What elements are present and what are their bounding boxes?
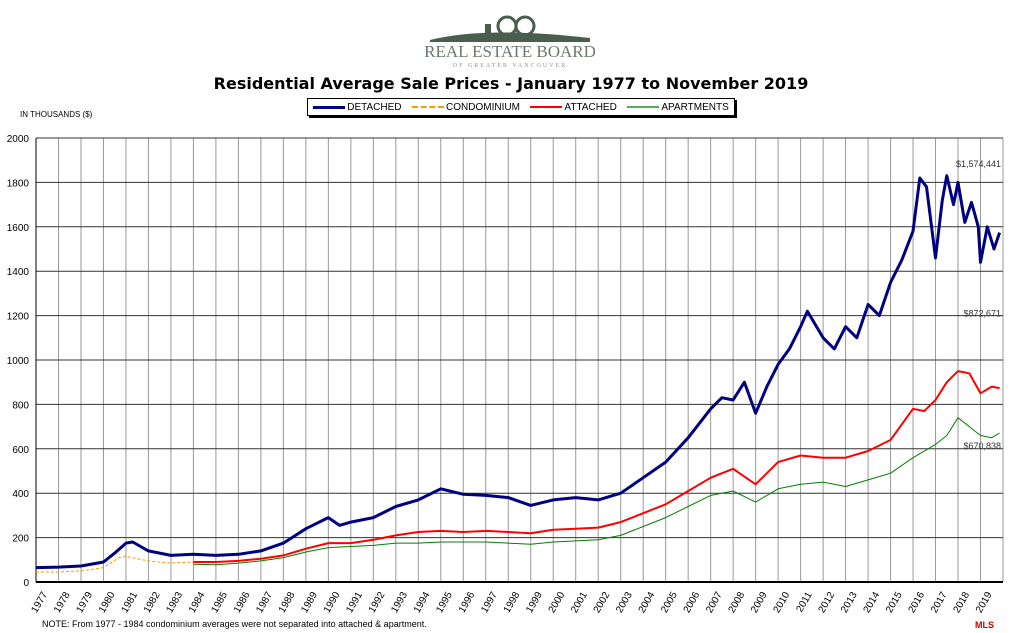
svg-text:OF GREATER VANCOUVER: OF GREATER VANCOUVER	[453, 63, 567, 69]
y-tick-label: 2000	[7, 134, 30, 145]
y-tick-label: 1400	[7, 267, 30, 278]
x-tick-label: 2005	[659, 590, 680, 615]
x-tick-label: 2012	[817, 590, 838, 615]
legend-detached: DETACHED	[313, 101, 402, 113]
x-tick-label: 1998	[502, 590, 523, 615]
annotation-label: $670,838	[963, 441, 1001, 451]
x-tick-label: 1987	[254, 590, 275, 615]
x-tick-label: 1991	[344, 590, 365, 615]
legend-apartments: APARTMENTS	[627, 101, 729, 113]
series-line-attached	[193, 370, 1000, 563]
x-tick-label: 1978	[52, 590, 73, 615]
x-tick-label: 1985	[209, 590, 230, 615]
x-tick-label: 2010	[772, 590, 793, 615]
x-tick-label: 1990	[322, 590, 343, 615]
x-tick-label: 1984	[187, 590, 208, 615]
x-tick-label: 2017	[929, 590, 950, 615]
legend-label: ATTACHED	[564, 101, 617, 113]
series-line-condominium	[36, 556, 194, 573]
annotation-label: $872,671	[963, 309, 1001, 319]
x-tick-label: 1992	[367, 590, 388, 615]
x-tick-label: 1982	[142, 590, 163, 615]
x-tick-label: 1989	[299, 590, 320, 615]
legend-label: CONDOMINIUM	[446, 101, 520, 113]
x-tick-label: 1986	[232, 590, 253, 615]
x-tick-label: 2006	[682, 590, 703, 615]
footnote: NOTE: From 1977 - 1984 condominium avera…	[42, 619, 427, 629]
x-tick-label: 1983	[164, 590, 185, 615]
x-tick-label: 1996	[457, 590, 478, 615]
x-tick-label: 1980	[97, 590, 118, 615]
x-tick-label: 2003	[614, 590, 635, 615]
x-tick-label: 2019	[974, 590, 995, 615]
y-tick-label: 400	[12, 489, 29, 500]
y-tick-label: 1200	[7, 312, 30, 323]
legend-label: DETACHED	[347, 101, 402, 113]
x-tick-label: 1979	[74, 590, 95, 615]
x-tick-label: 2008	[727, 590, 748, 615]
series-line-apartments	[193, 417, 1000, 566]
chart-title: Residential Average Sale Prices - Januar…	[213, 74, 809, 93]
legend: DETACHED CONDOMINIUM ATTACHED APARTMENTS	[307, 98, 735, 116]
y-tick-label: 1000	[7, 356, 30, 367]
y-tick-label: 600	[12, 445, 29, 456]
y-tick-label: 1800	[7, 178, 30, 189]
x-tick-label: 2009	[749, 590, 770, 615]
y-tick-label: 200	[12, 534, 29, 545]
legend-label: APARTMENTS	[661, 101, 729, 113]
mls-logo: MLS	[975, 620, 994, 630]
x-tick-label: 2002	[592, 590, 613, 615]
x-tick-label: 1981	[119, 590, 140, 615]
x-tick-label: 2018	[952, 590, 973, 615]
legend-attached: ATTACHED	[530, 101, 617, 113]
x-tick-label: 2016	[907, 590, 928, 615]
legend-condominium: CONDOMINIUM	[412, 102, 520, 113]
real-estate-board-logo: REAL ESTATE BOARD OF GREATER VANCOUVER	[425, 15, 595, 69]
x-tick-label: 2001	[569, 590, 590, 615]
x-tick-label: 1988	[277, 590, 298, 615]
x-tick-label: 2014	[862, 590, 883, 615]
annotation-label: $1,574,441	[956, 159, 1001, 169]
x-tick-label: 1994	[412, 590, 433, 615]
x-tick-label: 2011	[794, 590, 814, 615]
x-tick-label: 1993	[389, 590, 410, 615]
x-tick-label: 2004	[637, 590, 658, 615]
x-tick-label: 1977	[29, 590, 50, 615]
x-tick-label: 1997	[479, 590, 500, 615]
x-tick-label: 2007	[704, 590, 725, 615]
series-line-detached	[35, 174, 1002, 570]
x-tick-label: 2013	[839, 590, 860, 615]
y-tick-label: 800	[12, 400, 29, 411]
x-tick-label: 1995	[434, 590, 455, 615]
y-tick-label: 0	[23, 578, 29, 589]
x-tick-label: 1999	[524, 590, 545, 615]
y-tick-label: 1600	[7, 223, 30, 234]
y-axis-label: IN THOUSANDS ($)	[20, 110, 93, 119]
x-tick-label: 2015	[884, 590, 905, 615]
x-tick-label: 2000	[547, 590, 568, 615]
svg-text:REAL ESTATE BOARD: REAL ESTATE BOARD	[425, 42, 595, 61]
